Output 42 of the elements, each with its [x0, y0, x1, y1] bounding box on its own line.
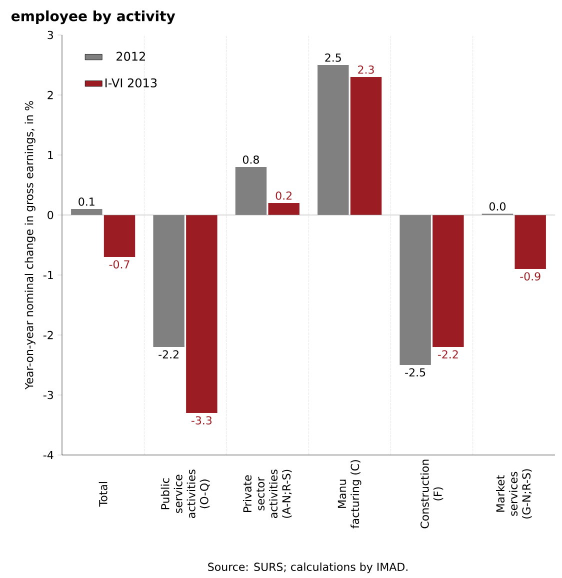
y-tick-label: 1 — [48, 150, 53, 160]
data-label: 0.0 — [489, 202, 506, 211]
y-tick-label: 3 — [48, 30, 54, 40]
data-label: -3.3 — [191, 416, 212, 425]
y-tick-label: -3 — [43, 390, 54, 400]
x-tick-label: Public service activities (O-Q) — [160, 470, 210, 518]
source-note: Source: SURS; calculations by IMAD. — [208, 562, 408, 574]
data-label: -0.7 — [109, 260, 130, 269]
y-tick-label: 2 — [48, 90, 53, 100]
y-tick-label: -4 — [43, 450, 54, 460]
legend-label: 2012 — [116, 52, 145, 61]
y-axis-title: Year-on-year nominal change in gross earnings, in % — [24, 101, 36, 390]
bar — [432, 215, 464, 347]
data-label: -2.2 — [438, 350, 458, 358]
bar — [268, 203, 300, 215]
bar — [350, 76, 382, 215]
bar — [153, 215, 184, 347]
data-label: 0.2 — [276, 191, 292, 200]
x-tick-label: Total — [98, 482, 108, 507]
bar — [514, 215, 546, 269]
data-label: -2.5 — [405, 368, 426, 377]
data-label: -0.9 — [520, 272, 540, 281]
x-tick-label: Manu facturing (C) — [338, 460, 362, 528]
bar — [71, 209, 102, 215]
data-label: 2.5 — [325, 53, 341, 62]
bar — [186, 215, 218, 413]
bar — [400, 215, 431, 365]
x-tick-label: Construction (F) — [420, 460, 444, 528]
data-label: 0.8 — [242, 155, 259, 164]
y-tick-label: 0 — [48, 210, 54, 220]
x-tick-label: Market services (G-N;R-S) — [496, 469, 532, 518]
bar — [104, 215, 136, 257]
data-label: 2.3 — [358, 65, 374, 74]
y-tick-label: -2 — [43, 330, 53, 340]
data-label: 0.1 — [78, 197, 94, 206]
x-tick-label: Private sector activities (A-N;R-S) — [243, 470, 292, 518]
legend-label: I-VI 2013 — [105, 78, 157, 88]
data-label: -2.2 — [158, 350, 178, 358]
y-tick-label: -1 — [43, 270, 53, 280]
bar — [235, 166, 267, 215]
bar — [318, 64, 349, 215]
chart-title: employee by activity — [11, 10, 176, 24]
